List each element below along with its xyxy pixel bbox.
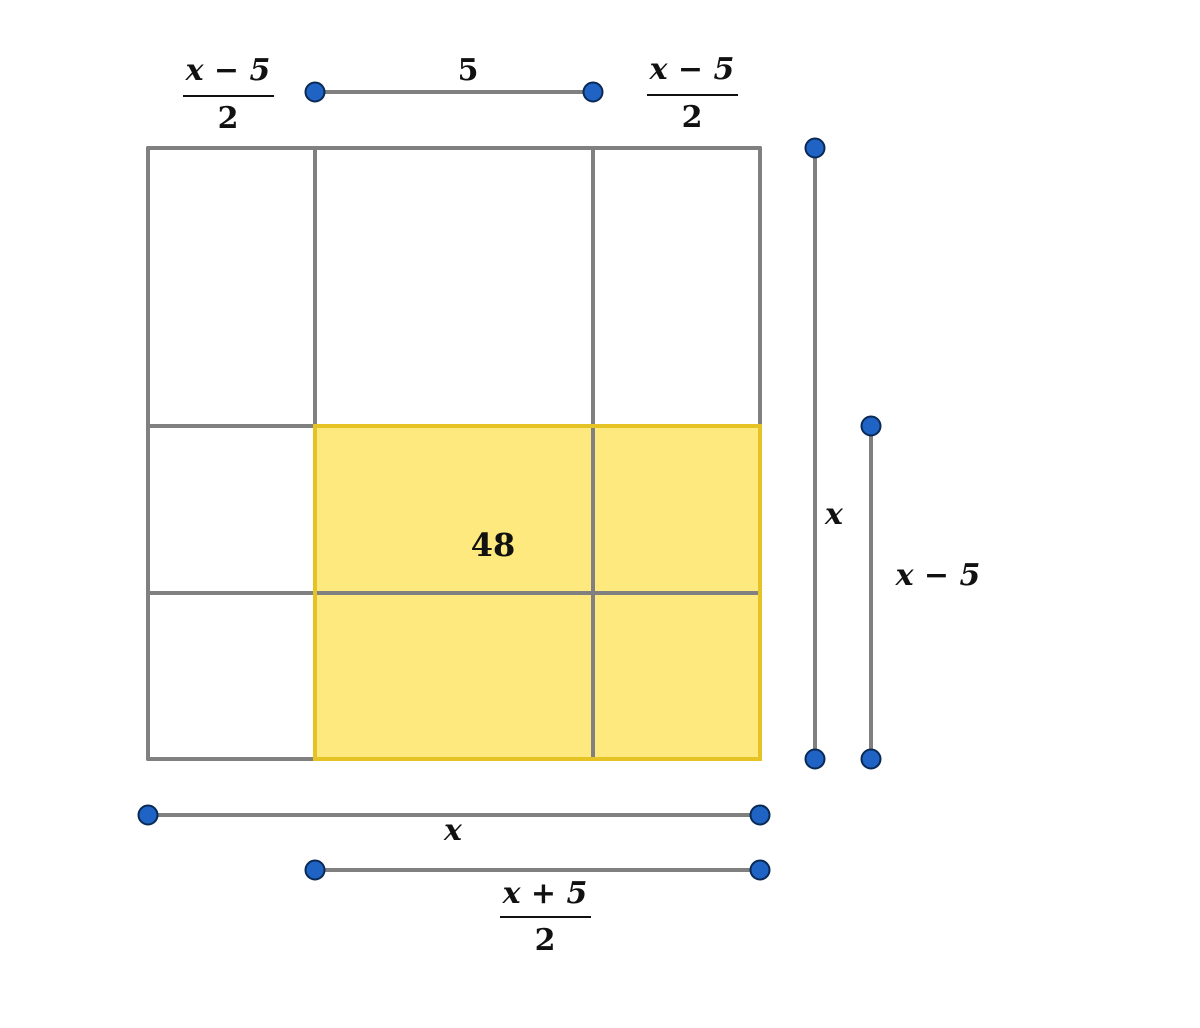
right-long-bottom-point[interactable]: [804, 748, 826, 770]
right-long-top-point[interactable]: [804, 137, 826, 159]
bottom-short-right-point[interactable]: [749, 859, 771, 881]
dimension-segments: [146, 90, 873, 872]
area-label: 48: [471, 526, 516, 564]
bottom-long-label: x: [443, 813, 463, 848]
top-segment-right-point[interactable]: [582, 81, 604, 103]
segment-endpoints: [137, 81, 882, 881]
top-right-denominator: 2: [682, 100, 703, 135]
bottom-long-left-point[interactable]: [137, 804, 159, 826]
right-long-label: x: [824, 497, 844, 532]
top-left-denominator: 2: [218, 101, 239, 136]
top-right-numerator: x − 5: [649, 52, 735, 87]
highlighted-region-border: [313, 424, 762, 761]
right-short-top-point[interactable]: [860, 415, 882, 437]
bottom-short-denominator: 2: [535, 923, 556, 958]
right-short-bottom-point[interactable]: [860, 748, 882, 770]
right-short-label: x − 5: [895, 558, 981, 593]
bottom-short-fraction-label: x + 5 2: [500, 876, 591, 958]
top-middle-label: 5: [458, 53, 479, 88]
bottom-long-right-point[interactable]: [749, 804, 771, 826]
square-grid: [146, 146, 762, 761]
top-segment-left-point[interactable]: [304, 81, 326, 103]
bottom-short-numerator: x + 5: [502, 876, 588, 911]
bottom-short-left-point[interactable]: [304, 859, 326, 881]
top-left-numerator: x − 5: [185, 53, 271, 88]
top-left-fraction-label: x − 5 2: [183, 53, 274, 136]
top-right-fraction-label: x − 5 2: [647, 52, 738, 135]
